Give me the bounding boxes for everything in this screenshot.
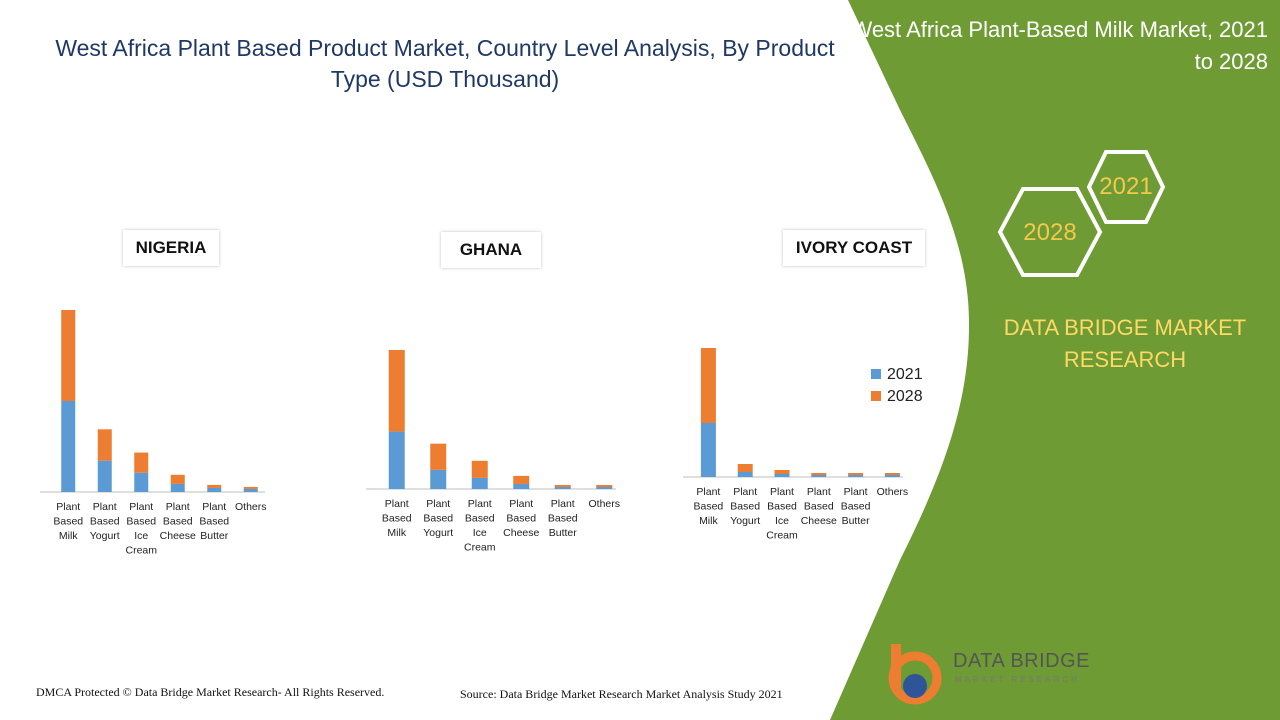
green-side-panel (830, 0, 1280, 720)
legend-item-2021: 2021 (871, 366, 923, 384)
bar-2028-plant-based-ice-cream (774, 470, 790, 474)
chart-title-ghana: GHANA (441, 232, 541, 268)
bar-2021-plant-based-butter (848, 475, 864, 477)
bar-2028-plant-based-yogurt (737, 464, 753, 472)
x-tick-label: Others (235, 501, 267, 513)
bar-2021-plant-based-milk (700, 423, 716, 477)
bar-2028-plant-based-milk (388, 350, 405, 432)
x-tick-label: Plant Based Cheese (503, 498, 539, 539)
bar-2021-plant-based-butter (554, 486, 571, 489)
bar-2021-plant-based-butter (207, 487, 222, 492)
hexagon-year-2028: 2028 (1023, 219, 1077, 246)
chart-title-ivory-coast: IVORY COAST (783, 230, 925, 266)
bar-2021-plant-based-yogurt (737, 472, 753, 477)
x-tick-label: Plant Based Yogurt (423, 498, 453, 539)
x-tick-label: Plant Based Ice Cream (766, 486, 798, 542)
x-tick-label: Others (588, 498, 620, 510)
x-tick-label: Plant Based Yogurt (90, 501, 120, 542)
bar-2028-plant-based-butter (207, 484, 222, 488)
bar-2028-plant-based-butter (848, 473, 864, 475)
bar-2028-plant-based-yogurt (430, 443, 447, 470)
brand-text: DATA BRIDGE MARKET RESEARCH (1003, 315, 1247, 372)
bar-2028-plant-based-butter (554, 484, 571, 487)
bar-2021-plant-based-milk (388, 431, 405, 489)
bar-2021-others (884, 475, 900, 477)
x-tick-label: Plant Based Milk (382, 498, 412, 539)
x-tick-label: Plant Based Cheese (801, 486, 837, 527)
x-tick-label: Plant Based Yogurt (730, 486, 760, 527)
bar-2021-others (243, 488, 258, 492)
bar-2021-plant-based-ice-cream (471, 477, 488, 489)
source-text: Source: Data Bridge Market Research Mark… (460, 687, 783, 701)
bar-2028-plant-based-milk (700, 348, 716, 423)
x-tick-label: Plant Based Milk (53, 501, 83, 542)
bar-2028-plant-based-ice-cream (471, 460, 488, 478)
bar-2021-plant-based-cheese (513, 483, 530, 489)
bar-2028-plant-based-milk (61, 310, 76, 401)
bar-2028-others (596, 484, 613, 487)
bar-2028-others (243, 486, 258, 489)
chart-title-nigeria: NIGERIA (123, 230, 219, 266)
bar-2028-plant-based-cheese (811, 473, 827, 475)
x-tick-label: Plant Based Ice Cream (464, 498, 496, 554)
bar-2021-plant-based-yogurt (430, 469, 447, 489)
legend-swatch-2021 (871, 369, 881, 379)
bar-2021-plant-based-yogurt (97, 460, 112, 492)
x-tick-label: Plant Based Cheese (160, 501, 196, 542)
hexagon-2021-shape (1086, 150, 1166, 224)
bar-2021-plant-based-ice-cream (134, 472, 149, 492)
bar-2028-plant-based-cheese (170, 474, 185, 484)
page-title: West Africa Plant Based Product Market, … (55, 35, 835, 92)
bar-2021-plant-based-cheese (170, 483, 185, 492)
logo-tagline: MARKET RESEARCH (955, 675, 1080, 684)
x-tick-label: Others (877, 486, 909, 498)
legend-swatch-2028 (871, 391, 881, 401)
bar-2028-plant-based-yogurt (97, 429, 112, 461)
hexagon-year-2021: 2021 (1099, 173, 1153, 200)
bar-2028-others (884, 473, 900, 475)
x-tick-label: Plant Based Butter (841, 486, 871, 527)
logo-icon (888, 644, 942, 705)
x-tick-label: Plant Based Butter (199, 501, 229, 542)
x-tick-label: Plant Based Ice Cream (125, 501, 157, 557)
hexagon-2028-shape (997, 187, 1103, 277)
x-tick-label: Plant Based Milk (694, 486, 724, 527)
x-tick-label: Plant Based Butter (548, 498, 578, 539)
bar-2021-plant-based-ice-cream (774, 474, 790, 477)
bar-2028-plant-based-cheese (513, 475, 530, 484)
bar-2021-plant-based-cheese (811, 475, 827, 477)
copyright-text: DMCA Protected © Data Bridge Market Rese… (36, 685, 385, 699)
logo-name: DATA BRIDGE (953, 650, 1091, 672)
side-title: West Africa Plant-Based Milk Market, 202… (851, 17, 1268, 74)
legend-label-2028: 2028 (887, 388, 923, 405)
bar-2021-plant-based-milk (61, 401, 76, 492)
bar-2028-plant-based-ice-cream (134, 452, 149, 473)
legend-label-2021: 2021 (887, 366, 923, 383)
legend-item-2028: 2028 (871, 388, 923, 406)
bar-2021-others (596, 486, 613, 489)
chart-ghana: Plant Based Milk Plant Based Yogurt Plant Based… (366, 350, 620, 554)
